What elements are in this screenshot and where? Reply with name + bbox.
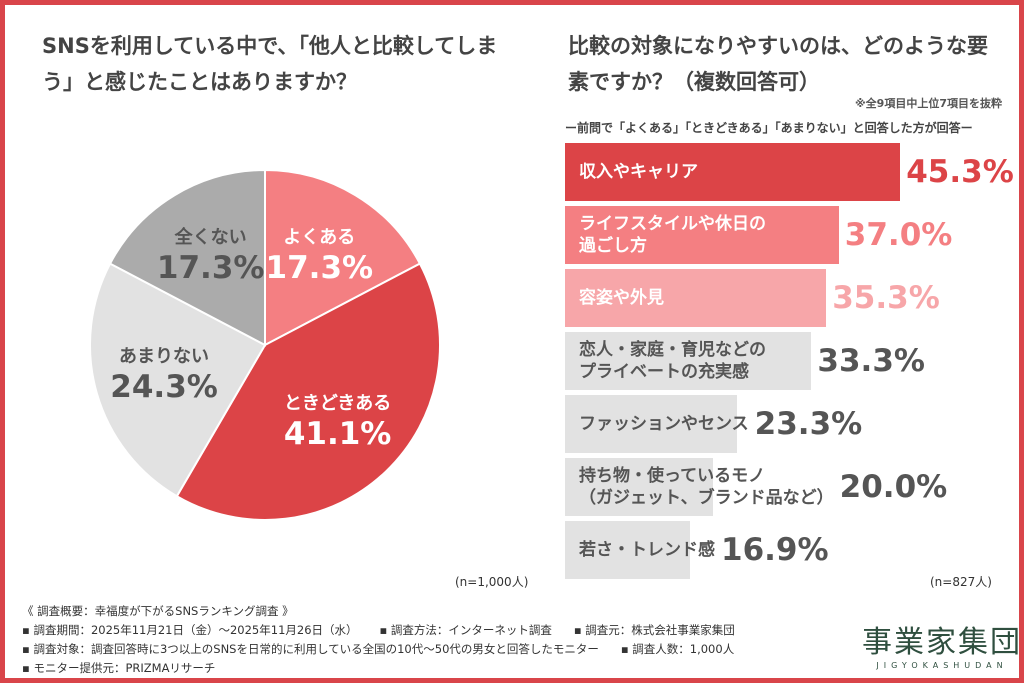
footer-line: ▪ 調査対象：調査回答時に3つ以上のSNSを日常的に利用している全国の10代～5… (22, 642, 735, 656)
bar-row: 持ち物・使っているモノ （ガジェット、ブランド品など） 20.0% (565, 458, 947, 516)
bar (565, 269, 827, 327)
bar (565, 143, 901, 201)
bar-label: 持ち物・使っているモノ （ガジェット、ブランド品など） (579, 466, 834, 508)
bar-row: 恋人・家庭・育児などの プライベートの充実感 33.3% (565, 332, 925, 390)
logo-kanji: 事業家集団 (862, 625, 1022, 660)
bar (565, 521, 691, 579)
pie-title: SNSを利用している中で、「他人と比較してしまう」と感じたことはありますか？ (42, 34, 498, 94)
bar (565, 206, 839, 264)
bar-value: 35.3% (832, 280, 940, 316)
pie-slice-label: あまりない 24.3% (110, 342, 218, 406)
slice-name: ときどきある (283, 392, 392, 414)
bar-label: 若さ・トレンド感 (579, 540, 715, 560)
bar-label: ライフスタイルや休日の 過ごし方 (579, 214, 766, 256)
bar-value: 33.3% (817, 343, 925, 379)
bar-row: ファッションやセンス 23.3% (565, 395, 862, 453)
slice-name: よくある (283, 227, 356, 249)
bar-n-label: (n=827人) (930, 575, 992, 589)
slice-value: 17.3% (265, 250, 374, 287)
slice-value: 41.1% (283, 415, 392, 452)
bar-row: 若さ・トレンド感 16.9% (565, 521, 829, 579)
bar-value: 16.9% (721, 532, 829, 568)
bar-label: 収入やキャリア (579, 162, 698, 182)
bar-value: 20.0% (839, 469, 948, 505)
pie-chart (89, 168, 441, 521)
bar-value: 45.3% (906, 154, 1014, 190)
bar (565, 332, 812, 390)
pie-n-label: (n=1,000人) (455, 575, 529, 589)
bar-value: 37.0% (844, 217, 953, 253)
bar (565, 395, 738, 453)
slice-value: 17.3% (156, 250, 265, 287)
bar-row: ライフスタイルや休日の 過ごし方 37.0% (565, 206, 952, 264)
slice-name: 全くない (174, 227, 247, 249)
bar (565, 458, 713, 516)
bar-subtitle: ー前問で「よくある」「ときどきある」「あまりない」と回答した方が回答ー (565, 121, 973, 135)
pie-slice (89, 262, 267, 498)
pie-slice-label: よくある 17.3% (266, 223, 374, 287)
bar-value: 23.3% (754, 406, 863, 442)
slice-name: あまりない (119, 345, 210, 367)
pie-slice-label: ときどきある 41.1% (284, 389, 392, 453)
company-logo: 事業家集団 JIGYOKASHUDAN (862, 617, 1022, 670)
footer-line: ▪ モニター提供元：PRIZMAリサーチ (22, 661, 216, 675)
pie-slice (264, 168, 422, 347)
bar-note: ※全9項目中上位7項目を抜粋 (854, 97, 1002, 110)
footer-line: ▪ 調査期間：2025年11月21日（金）～2025年11月26日（水） ▪ 調… (22, 623, 735, 637)
pie-slice (108, 168, 266, 347)
footer-line: 《 調査概要：幸福度が下がるSNSランキング調査 》 (22, 604, 294, 618)
bar-label: 容姿や外見 (579, 288, 664, 308)
pie-slice (175, 262, 441, 521)
bar-row: 収入やキャリア 45.3% (565, 143, 1014, 201)
bar-title: 比較の対象になりやすいのは、どのような要素ですか？（複数回答可） (568, 34, 988, 94)
bar-label: 恋人・家庭・育児などの プライベートの充実感 (579, 340, 766, 382)
bar-row: 容姿や外見 35.3% (565, 269, 940, 327)
slice-value: 24.3% (110, 368, 218, 405)
survey-footer: 《 調査概要：幸福度が下がるSNSランキング調査 》 ▪ 調査期間：2025年1… (22, 602, 735, 678)
bar-label: ファッションやセンス (579, 414, 749, 434)
logo-roman: JIGYOKASHUDAN (876, 661, 1008, 670)
pie-slice-label: 全くない 17.3% (157, 223, 265, 287)
